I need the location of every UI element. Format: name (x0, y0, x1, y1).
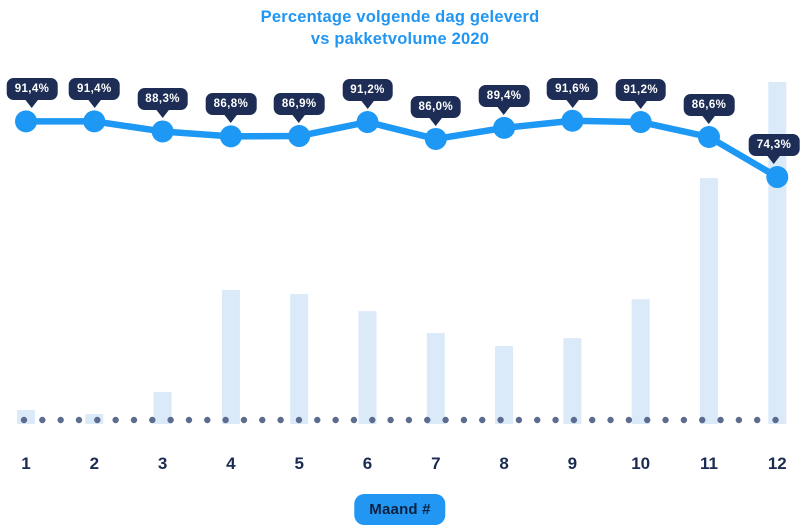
month-axis-badge: Maand # (354, 494, 446, 525)
x-axis-label-4: 4 (226, 454, 236, 473)
x-axis-label-2: 2 (89, 454, 100, 473)
volume-bar-month-10 (631, 299, 650, 424)
value-tooltip-month-5: 86,9% (273, 93, 325, 116)
value-tooltip-month-10: 91,2% (615, 79, 666, 102)
value-tooltip-month-2: 91,4% (68, 78, 120, 101)
value-tooltip-month-8: 89,4% (478, 84, 530, 107)
chart-title-line1: Percentage volgende dag geleverd (260, 8, 540, 26)
value-tooltip-month-7: 86,0% (410, 95, 462, 118)
volume-bar-month-3 (153, 391, 172, 424)
volume-bar-month-8 (495, 346, 514, 424)
x-axis-label-10: 10 (631, 454, 651, 473)
volume-bar-month-11 (700, 178, 718, 424)
value-tooltip-month-4: 86,8% (205, 93, 257, 116)
trend-point-month-6 (356, 111, 379, 134)
trend-point-month-5 (288, 125, 311, 148)
x-axis-label-6: 6 (362, 454, 373, 473)
value-tooltip-month-12: 74,3% (748, 134, 800, 157)
chart-title-line2: vs pakketvolume 2020 (310, 30, 490, 48)
trend-point-month-9 (561, 109, 584, 132)
x-axis-label-1: 1 (21, 454, 31, 473)
x-axis-label-3: 3 (157, 454, 168, 473)
volume-bar-month-5 (290, 294, 309, 424)
x-axis-label-11: 11 (700, 454, 718, 473)
trend-point-month-1 (15, 110, 37, 133)
volume-bar-month-9 (563, 338, 582, 424)
x-axis-label-7: 7 (431, 454, 441, 473)
trend-point-month-10 (629, 111, 652, 134)
volume-bar-month-6 (358, 311, 377, 424)
trend-point-month-2 (83, 110, 106, 133)
volume-bar-month-4 (221, 289, 240, 424)
trend-point-month-4 (219, 125, 242, 148)
trend-line (22, 117, 781, 181)
trend-point-month-7 (424, 127, 447, 150)
trend-point-month-3 (151, 120, 174, 143)
volume-bar-month-7 (426, 333, 445, 424)
trend-point-month-12 (766, 166, 789, 189)
trend-point-month-8 (493, 116, 516, 139)
x-axis-label-12: 12 (767, 454, 787, 473)
value-tooltip-month-11: 86,6% (683, 94, 735, 117)
value-tooltip-month-6: 91,2% (342, 79, 393, 102)
value-tooltip-month-3: 88,3% (137, 88, 188, 111)
x-axis-label-8: 8 (499, 454, 509, 473)
value-tooltip-month-9: 91,6% (547, 77, 598, 100)
x-axis-label-5: 5 (294, 454, 304, 473)
x-axis-label-9: 9 (567, 454, 578, 473)
value-tooltip-month-1: 91,4% (6, 78, 58, 101)
trend-point-month-11 (698, 126, 720, 149)
chart-title: Percentage volgende dag geleverd vs pakk… (0, 6, 800, 50)
